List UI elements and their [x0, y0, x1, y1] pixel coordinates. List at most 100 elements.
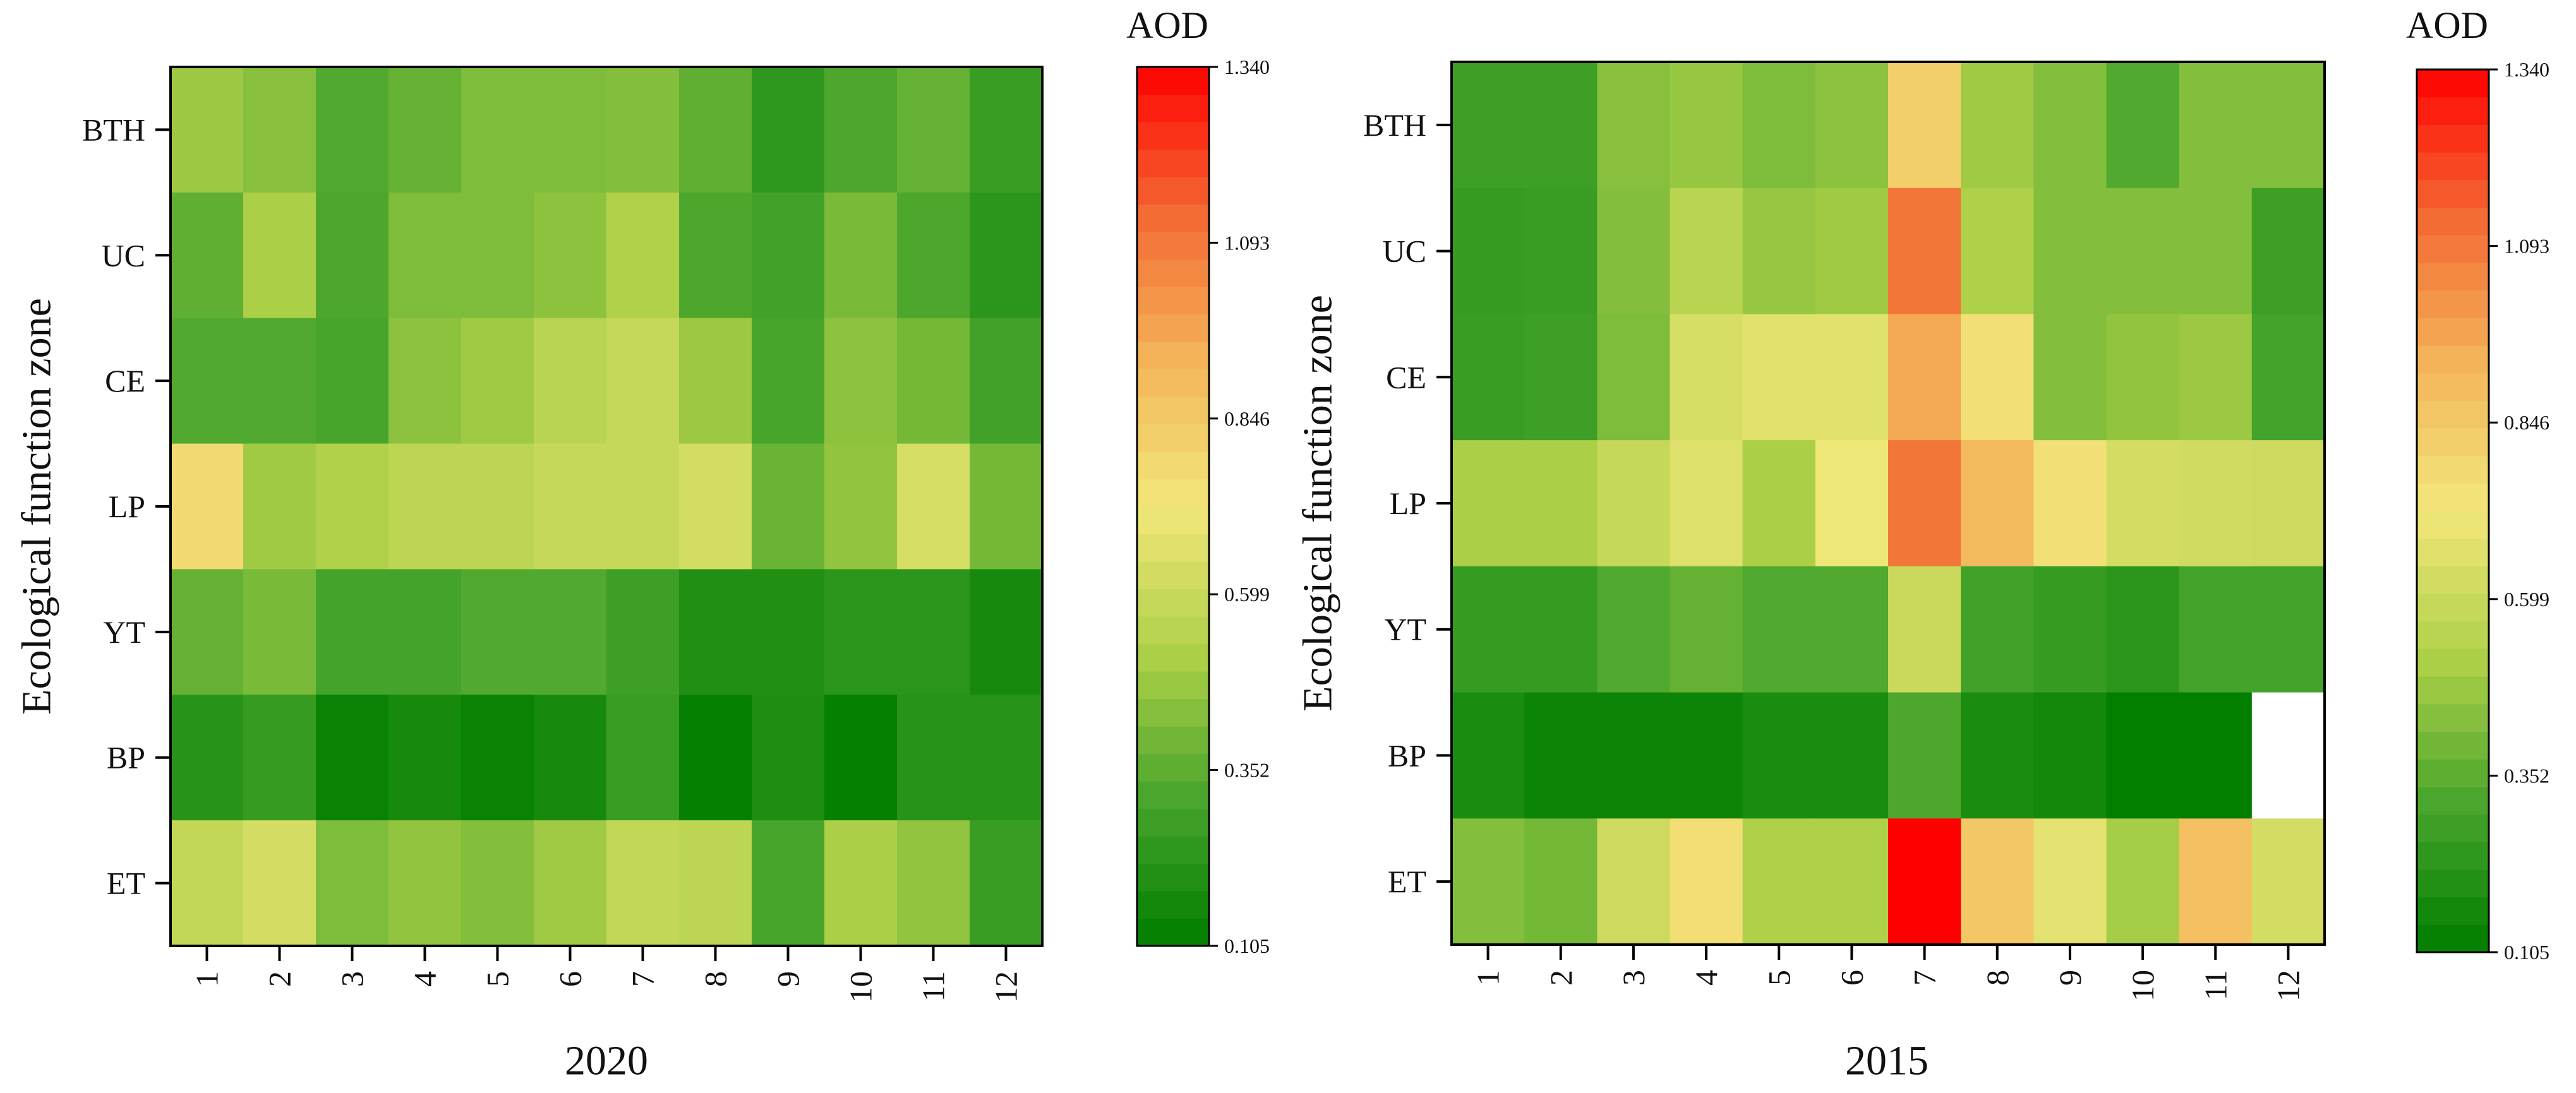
heatmap-cell — [752, 192, 825, 319]
colorbar-band — [1137, 506, 1209, 535]
heatmap-cell — [1524, 62, 1598, 189]
heatmap-cell — [461, 67, 534, 193]
heatmap-cell — [461, 318, 534, 445]
heatmap-cell — [388, 318, 462, 445]
heatmap-cell — [897, 820, 970, 947]
colorbar-band — [1137, 369, 1209, 397]
x-tick-label: 6 — [1834, 970, 1869, 986]
colorbar-band — [2417, 373, 2489, 401]
heatmap-cell — [970, 443, 1043, 570]
colorbar-band — [1137, 149, 1209, 177]
heatmap-cell — [534, 443, 607, 570]
colorbar-band — [2417, 455, 2489, 484]
heatmap-cell — [2106, 818, 2180, 945]
heatmap-cell — [1815, 188, 1889, 315]
x-tick-label: 2 — [1543, 970, 1579, 986]
colorbar-band — [1137, 671, 1209, 700]
heatmap-cell — [897, 443, 970, 570]
heatmap-cell — [2106, 62, 2180, 189]
heatmap-cell — [752, 695, 825, 821]
colorbar-tick-label: 0.352 — [2504, 764, 2549, 787]
heatmap-cell — [897, 67, 970, 193]
heatmap-cell — [970, 318, 1043, 445]
colorbar-band — [1137, 479, 1209, 507]
heatmap-cell — [243, 318, 316, 445]
heatmap-cell — [970, 695, 1043, 821]
heatmap-cell — [316, 67, 389, 193]
heatmap-cell — [2179, 62, 2253, 189]
heatmap-cell — [534, 695, 607, 821]
heatmap-cell — [1597, 62, 1671, 189]
colorbar-band — [2417, 124, 2489, 153]
panel-title: 2020 — [565, 1038, 648, 1084]
heatmap-cell — [1961, 62, 2034, 189]
colorbar-band — [2417, 179, 2489, 208]
heatmap-cell — [171, 318, 244, 445]
x-tick-label: 11 — [2198, 970, 2233, 1000]
colorbar-band — [1137, 726, 1209, 755]
heatmap-cell — [1670, 692, 1743, 819]
colorbar-band — [2417, 621, 2489, 650]
heatmap-cell — [679, 318, 752, 445]
y-tick-label: UC — [1383, 234, 1426, 269]
heatmap-cell — [1815, 566, 1889, 693]
heatmap-cell — [243, 695, 316, 821]
colorbar-band — [2417, 290, 2489, 318]
heatmap-cell — [2251, 440, 2325, 567]
colorbar-band — [2417, 511, 2489, 539]
heatmap-cell — [824, 318, 898, 445]
heatmap-cell — [1670, 188, 1743, 315]
heatmap-cell — [1961, 440, 2034, 567]
colorbar-band — [2417, 759, 2489, 787]
colorbar-band — [1137, 863, 1209, 892]
heatmap-cell — [2179, 692, 2253, 819]
heatmap-cell — [606, 443, 680, 570]
heatmap-cell — [316, 820, 389, 947]
x-tick-label: 7 — [625, 971, 661, 987]
colorbar-band — [1137, 287, 1209, 315]
heatmap-cell — [1815, 314, 1889, 441]
heatmap-cell — [970, 67, 1043, 193]
colorbar-band — [2417, 731, 2489, 760]
heatmap-cell — [316, 318, 389, 445]
heatmap-cell — [1742, 566, 1816, 693]
heatmap-cell — [1742, 62, 1816, 189]
colorbar-tick-label: 0.352 — [1224, 759, 1270, 782]
heatmap-cell — [2033, 566, 2107, 693]
heatmap-cell — [1597, 818, 1671, 945]
y-tick-label: ET — [1388, 864, 1426, 899]
heatmap-cell — [1452, 314, 1525, 441]
x-tick-label: 9 — [771, 971, 806, 987]
heatmap-cell — [316, 569, 389, 695]
y-tick-label: CE — [105, 363, 145, 398]
heatmap-cell — [2033, 818, 2107, 945]
heatmap-cell — [824, 192, 898, 319]
heatmap-cell — [1961, 566, 2034, 693]
heatmap-cell — [1742, 818, 1816, 945]
heatmap-cell — [2033, 692, 2107, 819]
y-tick-label: BP — [107, 740, 145, 775]
heatmap-cell — [534, 67, 607, 193]
heatmap-cell — [824, 443, 898, 570]
colorbar-tick-label: 1.340 — [1224, 56, 1270, 78]
colorbar-frame — [2416, 68, 2490, 953]
heatmap-cell — [534, 318, 607, 445]
colorbar-band — [2417, 897, 2489, 925]
colorbar-tick-label: 0.105 — [2504, 941, 2549, 964]
heatmap-cell — [243, 820, 316, 947]
heatmap-cell — [388, 192, 462, 319]
heatmap-cell — [1524, 440, 1598, 567]
colorbar-band — [1137, 397, 1209, 425]
heatmap-cell — [897, 569, 970, 695]
heatmap-cell — [2179, 314, 2253, 441]
heatmap-cell — [897, 192, 970, 319]
colorbar-band — [2417, 152, 2489, 181]
heatmap-cell — [2179, 566, 2253, 693]
x-tick-label: 4 — [407, 971, 443, 987]
heatmap-cell — [1961, 818, 2034, 945]
heatmap-cell — [1524, 818, 1598, 945]
heatmap-cell — [1452, 692, 1525, 819]
heatmap-cell — [1670, 818, 1743, 945]
